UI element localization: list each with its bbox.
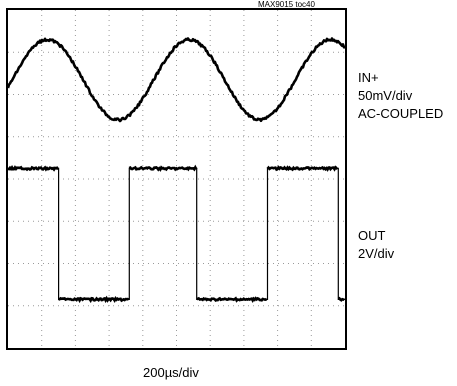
out-square-plateau <box>337 296 345 302</box>
out-channel-name: OUT <box>358 228 386 243</box>
out-square-plateau <box>196 296 268 303</box>
in-plus-sine-trace <box>6 37 346 123</box>
out-square-trace <box>8 167 345 300</box>
out-channel-label: OUT 2V/div <box>358 227 394 263</box>
out-square-plateau <box>58 295 130 304</box>
figure-id-label: MAX9015 toc40 <box>258 0 315 9</box>
out-channel-scale: 2V/div <box>358 246 395 261</box>
in-channel-coupling: AC-COUPLED <box>358 106 444 121</box>
graticule <box>8 10 345 348</box>
out-square-plateau <box>128 164 198 172</box>
in-channel-scale: 50mV/div <box>358 88 413 103</box>
in-channel-name: IN+ <box>358 70 379 85</box>
trace-layer <box>6 37 346 304</box>
out-square-plateau <box>7 165 60 172</box>
out-square-plateau <box>266 165 339 172</box>
time-scale-label: 200µs/div <box>143 365 199 380</box>
in-channel-label: IN+ 50mV/div AC-COUPLED <box>358 69 443 123</box>
